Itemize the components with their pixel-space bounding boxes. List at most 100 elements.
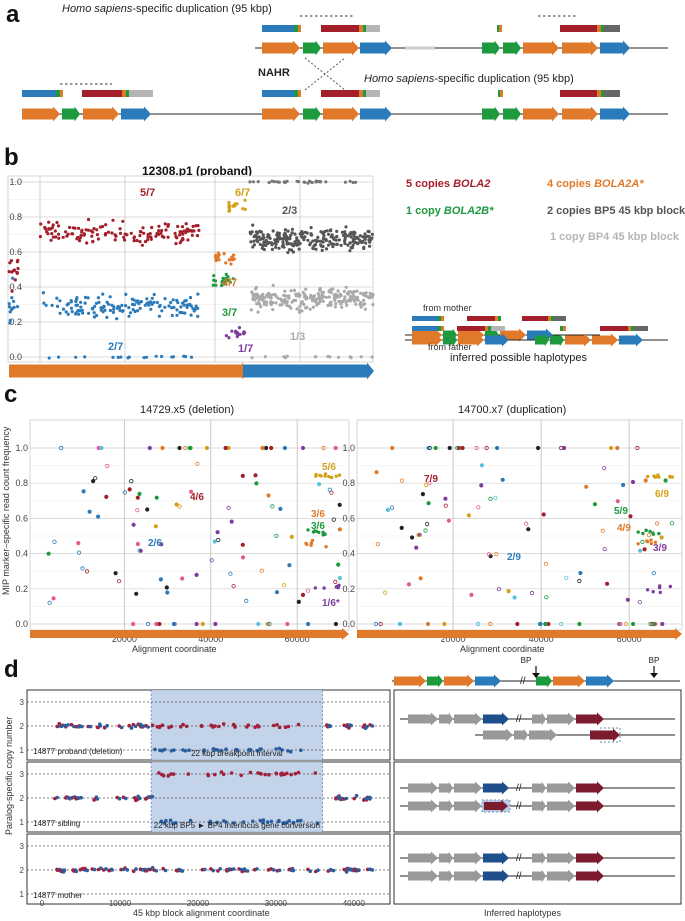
- data-point: [195, 234, 200, 238]
- block-bar: [551, 316, 554, 321]
- data-point: [224, 334, 228, 338]
- data-point: [363, 232, 367, 236]
- data-point: [651, 571, 656, 576]
- row-label: 14877 sibling: [33, 819, 80, 828]
- data-point: [289, 248, 294, 252]
- data-point: [493, 495, 498, 500]
- block-bar: [438, 326, 441, 331]
- data-point: [538, 621, 543, 627]
- data-point: [658, 584, 662, 588]
- data-point: [455, 445, 460, 451]
- data-point: [286, 749, 290, 753]
- gene-arrow: [535, 333, 549, 347]
- data-point: [177, 868, 182, 872]
- block-bar: [631, 326, 634, 331]
- gene-arrow: [454, 781, 482, 795]
- data-point: [47, 356, 51, 360]
- data-point: [312, 296, 316, 300]
- data-point: [296, 770, 301, 775]
- panel-a-dup-label-top: Homo sapiens-specific duplication (95 kb…: [62, 3, 272, 15]
- data-point: [77, 239, 82, 243]
- data-point: [324, 180, 328, 184]
- data-point: [226, 505, 231, 510]
- data-point: [364, 241, 368, 245]
- data-point: [138, 306, 142, 310]
- data-point: [146, 301, 150, 305]
- data-point: [299, 748, 303, 752]
- data-point: [285, 303, 289, 308]
- data-point: [95, 233, 99, 237]
- data-point: [91, 239, 95, 243]
- data-point: [105, 463, 110, 469]
- data-point: [252, 239, 256, 243]
- data-point: [339, 299, 343, 303]
- data-point: [188, 445, 193, 451]
- data-point: [171, 298, 175, 302]
- gene-arrow: [360, 40, 392, 56]
- data-point: [289, 868, 294, 873]
- block-bar: [499, 25, 502, 32]
- data-point: [160, 445, 165, 451]
- data-point: [645, 474, 650, 479]
- data-point: [108, 295, 112, 299]
- data-point: [73, 226, 77, 230]
- data-point: [219, 770, 224, 774]
- legend-entry-text: 1 copy: [406, 205, 444, 217]
- data-point: [363, 307, 367, 311]
- gene-arrow: [503, 40, 521, 56]
- x-tick-label: 40000: [198, 634, 223, 644]
- data-point: [280, 303, 284, 307]
- data-point: [131, 621, 136, 627]
- data-point: [668, 475, 672, 479]
- block-bar: [601, 25, 604, 32]
- gene-arrow: [547, 799, 575, 813]
- bp-arrowhead: [532, 673, 540, 678]
- data-point: [85, 241, 89, 245]
- data-point: [242, 330, 246, 334]
- data-point: [630, 479, 636, 485]
- data-point: [240, 555, 246, 560]
- gene-arrow: [243, 362, 374, 380]
- data-point: [134, 867, 138, 871]
- data-point: [602, 465, 607, 471]
- data-point: [615, 445, 620, 451]
- data-point: [110, 868, 114, 872]
- data-point: [309, 226, 313, 230]
- data-point: [81, 489, 86, 494]
- data-point: [281, 240, 285, 244]
- data-point: [54, 235, 58, 239]
- gene-arrow: [576, 712, 604, 726]
- gene-arrow: [121, 106, 151, 122]
- data-point: [142, 231, 146, 235]
- data-point: [188, 818, 193, 823]
- data-point: [154, 869, 159, 873]
- data-point: [121, 309, 125, 313]
- data-point: [47, 600, 52, 605]
- data-point: [95, 725, 100, 730]
- data-point: [43, 226, 47, 230]
- data-point: [506, 588, 511, 594]
- data-point: [314, 238, 318, 242]
- gene-arrow: [439, 712, 453, 726]
- data-point: [84, 569, 90, 574]
- data-point: [317, 530, 321, 535]
- data-point: [143, 303, 147, 307]
- data-point: [227, 209, 231, 213]
- panel-c-left-xlabel: Alignment coordinate: [132, 644, 217, 654]
- data-point: [184, 230, 188, 235]
- data-point: [427, 481, 432, 486]
- data-point: [75, 237, 79, 241]
- block-bar: [441, 316, 444, 321]
- data-point: [295, 819, 300, 823]
- data-point: [302, 180, 306, 184]
- fraction-annotation: 2/6: [148, 538, 162, 549]
- data-point: [240, 542, 245, 547]
- data-point: [92, 311, 96, 315]
- gene-arrow: [532, 851, 546, 865]
- data-point: [149, 235, 153, 239]
- data-point: [167, 725, 171, 730]
- x-tick-label: 20000: [187, 899, 210, 908]
- data-point: [348, 241, 352, 245]
- data-point: [289, 749, 293, 754]
- data-point: [10, 296, 14, 300]
